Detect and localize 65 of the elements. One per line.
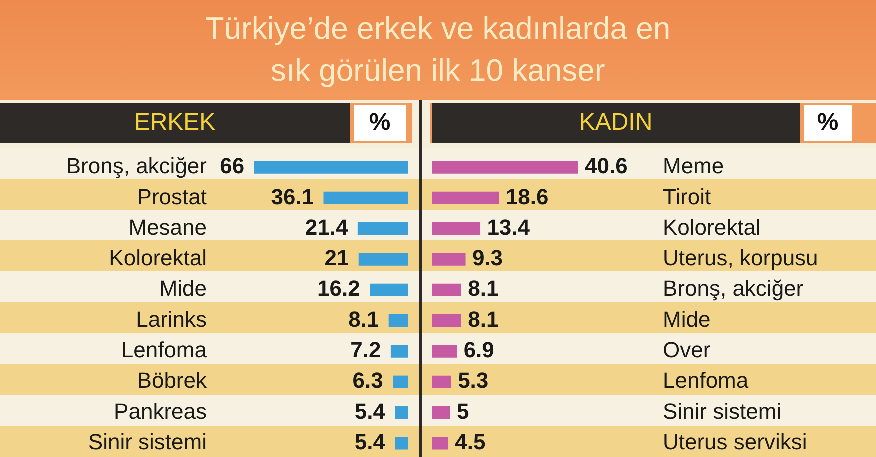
data-label: 6.3 <box>352 368 384 394</box>
bar <box>432 406 450 420</box>
data-label: 5.3 <box>458 368 489 394</box>
chart-title: Türkiye’de erkek ve kadınlarda en sık görülen ilk 10 kanser <box>204 10 672 90</box>
bar <box>432 376 452 388</box>
bar <box>393 376 408 388</box>
y-tick-label: Over <box>663 338 711 363</box>
bar <box>432 161 578 174</box>
bar <box>395 406 408 420</box>
bar <box>432 222 481 236</box>
bar <box>432 314 462 328</box>
y-tick-label: Sinir sistemi <box>88 430 207 455</box>
y-tick-label: Mide <box>159 276 207 302</box>
bar <box>358 253 408 266</box>
y-tick-label: Meme <box>663 154 724 179</box>
data-label: 8.1 <box>468 276 499 302</box>
y-tick-label: Lenfoma <box>663 368 750 394</box>
data-label: 21.4 <box>305 214 350 240</box>
data-label: 7.2 <box>350 338 382 363</box>
data-label: 5 <box>456 398 470 424</box>
data-label: 5.4 <box>354 398 386 424</box>
y-tick-label: Bronş, akciğer <box>663 276 804 302</box>
x-axis-title: % <box>354 105 406 141</box>
bar <box>432 192 500 205</box>
y-tick-label: Prostat <box>137 184 207 210</box>
x-axis-title: % <box>804 105 852 141</box>
bar <box>254 161 408 174</box>
data-label: 5.4 <box>354 430 386 455</box>
data-label: 9.3 <box>472 246 504 271</box>
bar <box>324 192 408 205</box>
y-tick-label: Böbrek <box>137 368 208 394</box>
y-tick-label: Mesane <box>128 214 207 240</box>
y-tick-label: Kolorektal <box>109 246 207 271</box>
data-label: 8.1 <box>468 306 499 332</box>
bar <box>390 345 408 358</box>
data-label: 4.5 <box>455 430 486 455</box>
y-tick-label: Bronş, akciğer <box>66 154 207 179</box>
chart-subtitle: KADIN <box>432 103 800 143</box>
y-tick-label: Pankreas <box>114 398 207 424</box>
chart-subtitle: ERKEK <box>0 103 350 143</box>
bar <box>388 314 408 328</box>
data-label: 8.1 <box>348 306 380 332</box>
bar <box>432 253 466 266</box>
data-label: 21 <box>324 246 350 271</box>
y-tick-label: Uterus serviksi <box>663 430 808 455</box>
y-tick-label: Tiroit <box>663 184 712 210</box>
y-tick-label: Sinir sistemi <box>663 398 782 424</box>
bar <box>432 284 462 296</box>
y-tick-label: Mide <box>663 306 711 332</box>
bar <box>432 437 449 450</box>
data-label: 40.6 <box>585 154 628 179</box>
bar <box>358 222 408 236</box>
data-label: 16.2 <box>318 276 360 302</box>
y-tick-label: Uterus, korpusu <box>663 246 818 271</box>
y-tick-label: Lenfoma <box>121 338 208 363</box>
data-label: 13.4 <box>487 214 531 240</box>
data-label: 66 <box>220 154 245 179</box>
bar <box>370 284 408 296</box>
bar <box>395 437 408 450</box>
y-tick-label: Kolorektal <box>663 214 761 240</box>
data-label: 6.9 <box>464 338 494 363</box>
data-label: 18.6 <box>506 184 549 210</box>
bar <box>432 345 458 358</box>
y-tick-label: Larinks <box>136 306 207 332</box>
data-label: 36.1 <box>271 184 314 210</box>
